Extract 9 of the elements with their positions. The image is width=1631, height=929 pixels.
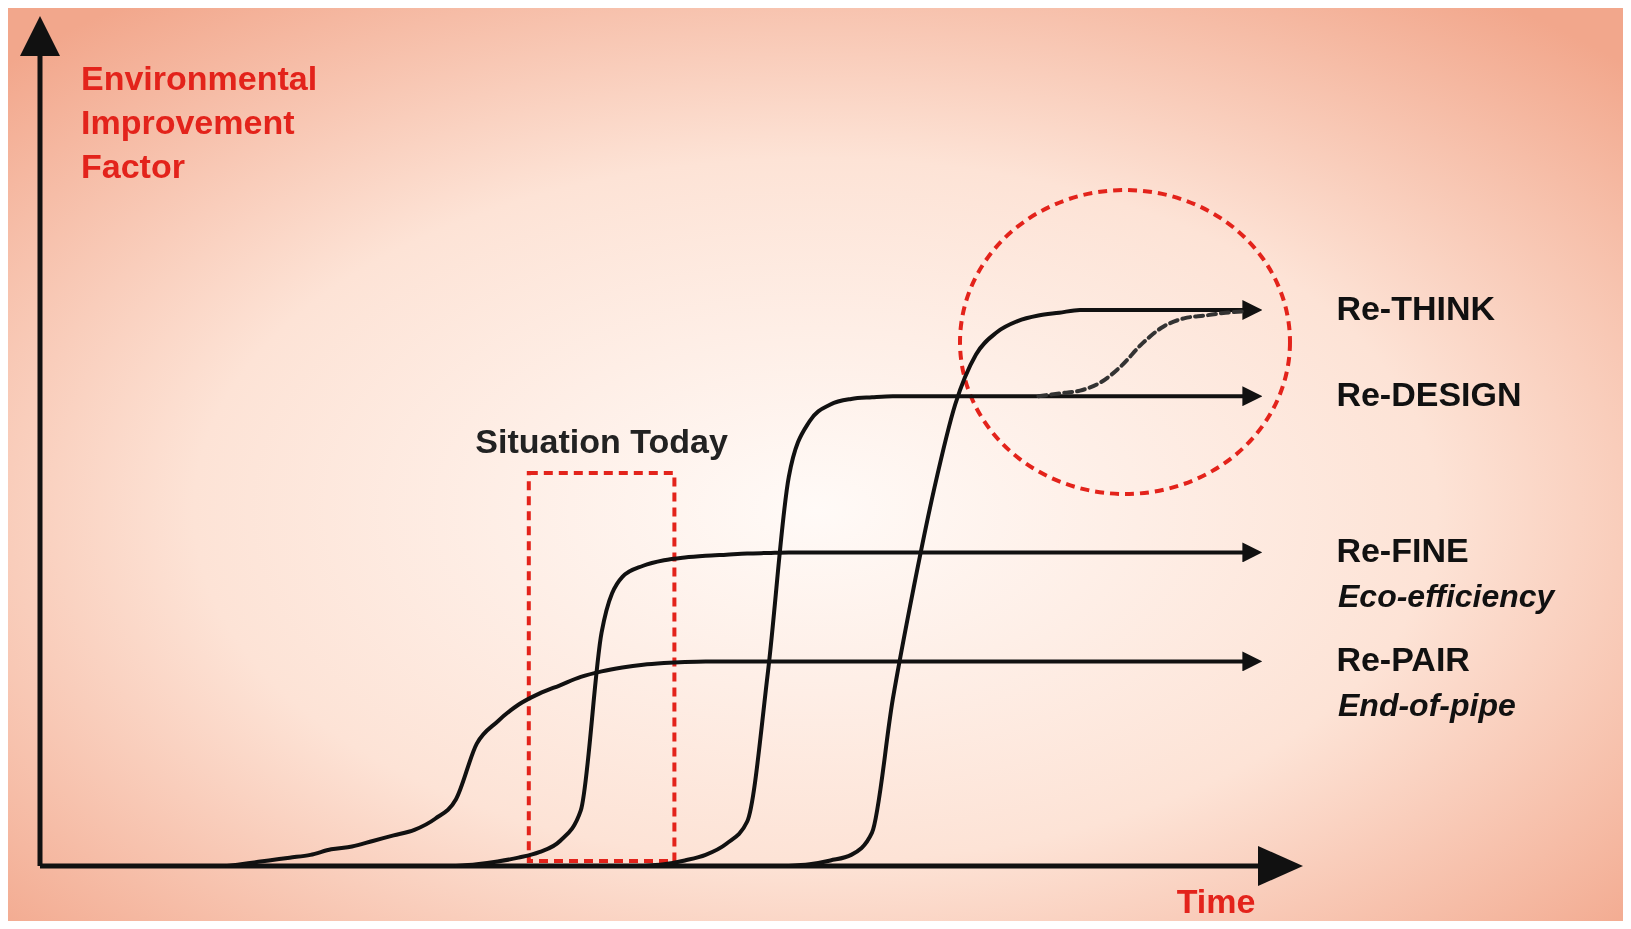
text: Re-THINK [1336, 289, 1496, 327]
text: End-of-pipe [1338, 687, 1516, 724]
annotation: Situation Today [475, 422, 728, 460]
text: Eco-efficiency [1338, 578, 1557, 615]
y-axis-title: Environmental Improvement Factor [81, 59, 318, 185]
x-axis-title: Time [1176, 882, 1256, 920]
text: Re-FINE [1336, 531, 1469, 570]
text: Re-PAIR [1336, 640, 1470, 679]
text: Re-DESIGN [1336, 375, 1522, 414]
